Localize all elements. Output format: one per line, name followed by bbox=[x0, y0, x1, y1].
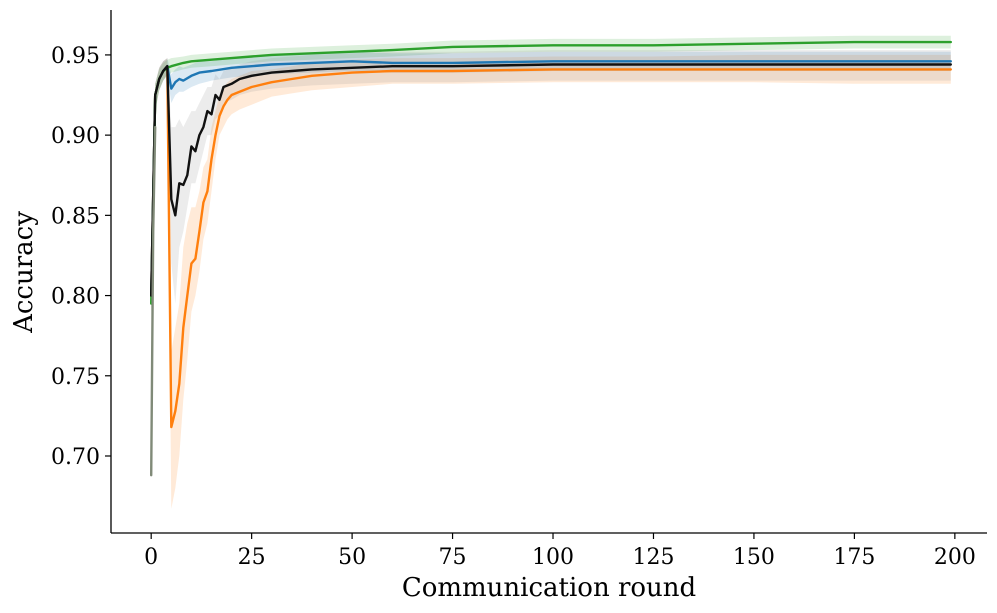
x-tick-label: 200 bbox=[934, 545, 976, 570]
x-tick-label: 175 bbox=[833, 545, 875, 570]
y-axis-label: Accuracy bbox=[9, 211, 39, 334]
x-tick-label: 50 bbox=[338, 545, 366, 570]
x-tick-label: 125 bbox=[632, 545, 674, 570]
series-4-line bbox=[149, 125, 157, 477]
x-tick-label: 75 bbox=[439, 545, 467, 570]
x-axis-label: Communication round bbox=[402, 573, 696, 603]
x-tick-label: 0 bbox=[144, 545, 158, 570]
series-lines bbox=[149, 40, 952, 477]
y-tick-label: 0.95 bbox=[51, 44, 100, 69]
series-3-line bbox=[149, 63, 952, 297]
y-tick-label: 0.80 bbox=[51, 285, 100, 310]
series-0-line bbox=[149, 64, 952, 429]
x-ticks: 0 25 50 75 100 125 150 175 200 bbox=[144, 533, 976, 570]
x-tick-label: 100 bbox=[532, 545, 574, 570]
y-tick-label: 0.75 bbox=[51, 365, 100, 390]
y-tick-label: 0.85 bbox=[51, 204, 100, 229]
x-tick-label: 25 bbox=[238, 545, 266, 570]
series-0-band bbox=[151, 54, 951, 509]
confidence-bands bbox=[151, 35, 951, 509]
y-tick-label: 0.70 bbox=[51, 445, 100, 470]
axes bbox=[110, 10, 987, 534]
y-ticks: 0.70 0.75 0.80 0.85 0.90 0.95 bbox=[51, 44, 111, 470]
series-2-band bbox=[151, 35, 951, 320]
x-tick-label: 150 bbox=[733, 545, 775, 570]
series-3-band bbox=[151, 50, 951, 312]
y-tick-label: 0.90 bbox=[51, 124, 100, 149]
